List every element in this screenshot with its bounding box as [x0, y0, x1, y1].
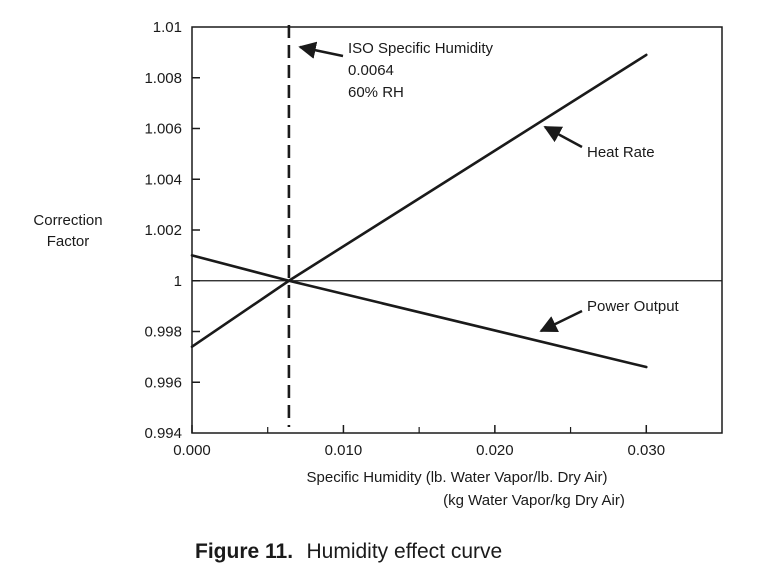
power-output-line: [190, 254, 648, 369]
x-axis-ticks: 0.000 0.010 0.020 0.030: [173, 425, 665, 459]
x-axis-title-line-1: Specific Humidity (lb. Water Vapor/lb. D…: [307, 469, 608, 486]
heat-rate-line: [190, 53, 648, 349]
x-axis-title-line-2: (kg Water Vapor/kg Dry Air): [443, 492, 625, 509]
y-tick-label: 0.994: [144, 425, 182, 442]
figure-caption-label: Figure 11.: [195, 540, 293, 563]
y-tick-label: 1: [174, 273, 182, 290]
x-tick-label: 0.010: [325, 442, 363, 459]
x-tick-label: 0.030: [628, 442, 666, 459]
y-tick-label: 1.006: [144, 121, 182, 138]
y-tick-label: 1.01: [153, 19, 182, 36]
y-tick-label: 1.002: [144, 222, 182, 239]
iso-arrow: [298, 41, 344, 59]
iso-label-line-2: 0.0064: [348, 62, 394, 79]
power-output-arrow: [539, 309, 583, 333]
x-tick-label: 0.000: [173, 442, 211, 459]
heat-rate-arrow: [543, 125, 583, 149]
y-tick-label: 1.004: [144, 171, 182, 188]
iso-label-line-3: 60% RH: [348, 84, 404, 101]
iso-label-line-1: ISO Specific Humidity: [348, 40, 494, 57]
y-axis-title-line-1: Correction: [33, 212, 102, 229]
plot-frame: [191, 26, 723, 434]
x-tick-label: 0.020: [476, 442, 514, 459]
power-output-label: Power Output: [587, 298, 680, 315]
y-tick-label: 0.996: [144, 374, 182, 391]
heat-rate-label: Heat Rate: [587, 144, 655, 161]
y-tick-label: 1.008: [144, 70, 182, 87]
y-axis-title-line-2: Factor: [47, 233, 90, 250]
series-lines: [190, 53, 648, 369]
y-tick-label: 0.998: [144, 324, 182, 341]
x-minor-ticks: [267, 427, 572, 433]
figure-caption-text: Humidity effect curve: [307, 540, 503, 563]
figure-caption: Figure 11. Humidity effect curve: [195, 540, 502, 563]
y-axis-ticks: 0.994 0.996 0.998 1 1.002 1.004 1.006 1.008 1.01: [144, 19, 200, 442]
